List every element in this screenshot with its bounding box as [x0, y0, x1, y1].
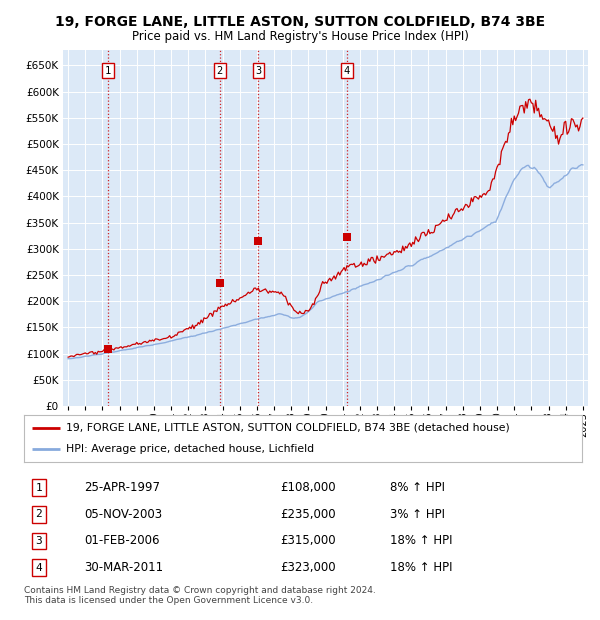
Text: 19, FORGE LANE, LITTLE ASTON, SUTTON COLDFIELD, B74 3BE (detached house): 19, FORGE LANE, LITTLE ASTON, SUTTON COL… [66, 423, 509, 433]
Text: £315,000: £315,000 [280, 534, 336, 547]
Text: Price paid vs. HM Land Registry's House Price Index (HPI): Price paid vs. HM Land Registry's House … [131, 30, 469, 43]
Text: £235,000: £235,000 [280, 508, 336, 521]
Text: 3: 3 [35, 536, 43, 546]
Text: 2: 2 [217, 66, 223, 76]
Text: 18% ↑ HPI: 18% ↑ HPI [390, 534, 452, 547]
Text: 4: 4 [35, 562, 43, 573]
Text: 25-APR-1997: 25-APR-1997 [84, 481, 160, 494]
Text: HPI: Average price, detached house, Lichfield: HPI: Average price, detached house, Lich… [66, 445, 314, 454]
Text: 01-FEB-2006: 01-FEB-2006 [84, 534, 160, 547]
Text: £108,000: £108,000 [280, 481, 336, 494]
Text: 18% ↑ HPI: 18% ↑ HPI [390, 561, 452, 574]
Text: 1: 1 [35, 482, 43, 493]
Text: Contains HM Land Registry data © Crown copyright and database right 2024.
This d: Contains HM Land Registry data © Crown c… [24, 586, 376, 605]
Text: £323,000: £323,000 [280, 561, 336, 574]
Text: 3% ↑ HPI: 3% ↑ HPI [390, 508, 445, 521]
Text: 1: 1 [105, 66, 111, 76]
Text: 3: 3 [255, 66, 262, 76]
Text: 19, FORGE LANE, LITTLE ASTON, SUTTON COLDFIELD, B74 3BE: 19, FORGE LANE, LITTLE ASTON, SUTTON COL… [55, 15, 545, 29]
Text: 8% ↑ HPI: 8% ↑ HPI [390, 481, 445, 494]
Text: 2: 2 [35, 509, 43, 520]
Text: 4: 4 [344, 66, 350, 76]
Text: 05-NOV-2003: 05-NOV-2003 [84, 508, 162, 521]
Text: 30-MAR-2011: 30-MAR-2011 [84, 561, 163, 574]
